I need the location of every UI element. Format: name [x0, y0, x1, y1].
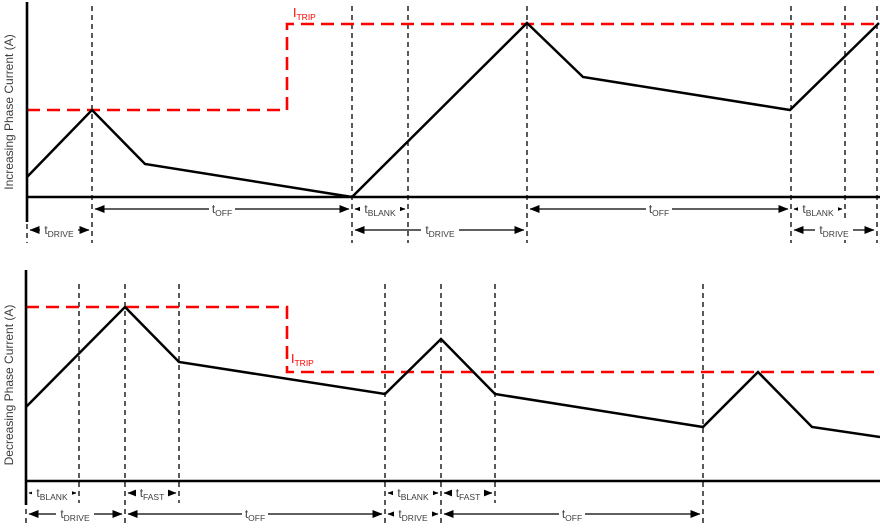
label-mask	[815, 222, 853, 239]
y-axis-label: Decreasing Phase Current (A)	[2, 305, 16, 466]
label-mask	[393, 485, 433, 502]
tdrive-annotation: tDRIVE	[28, 506, 123, 523]
label-mask	[56, 506, 94, 523]
label-mask	[421, 222, 459, 239]
tdrive-annotation: tDRIVE	[29, 222, 90, 239]
interval-label: tOFF	[245, 507, 265, 523]
label-mask	[798, 201, 838, 218]
phase-current-waveform	[25, 305, 880, 439]
tfast-annotation: tFAST	[127, 485, 177, 502]
itrip-label: ITRIP	[293, 6, 316, 22]
interval-label: tOFF	[649, 202, 669, 218]
interval-label: tOFF	[212, 202, 232, 218]
interval-label: tOFF	[562, 507, 582, 523]
interval-label: tFAST	[456, 486, 481, 502]
tblank-annotation: tBLANK	[387, 485, 439, 502]
label-mask	[242, 506, 268, 523]
itrip-threshold-line	[27, 22, 880, 112]
itrip-label: ITRIP	[291, 352, 314, 368]
top-panel: ITRIP Increasing Phase Current (A) tOFF …	[2, 2, 880, 243]
interval-label: tBLANK	[364, 202, 396, 218]
tblank-annotation: tBLANK	[793, 201, 843, 218]
label-mask	[32, 485, 72, 502]
interval-label: tDRIVE	[819, 223, 849, 239]
interval-label: tDRIVE	[398, 507, 428, 523]
y-axis-label: Increasing Phase Current (A)	[2, 34, 16, 189]
tblank-annotation: tBLANK	[354, 201, 406, 218]
toff-annotation: tOFF	[94, 201, 350, 218]
label-mask	[452, 485, 484, 502]
interval-label: tBLANK	[36, 486, 68, 502]
toff-annotation: tOFF	[529, 201, 789, 218]
top-time-marker-lines	[26, 6, 878, 243]
label-mask	[394, 506, 432, 523]
interval-label: tBLANK	[802, 202, 834, 218]
tfast-annotation: tFAST	[443, 485, 493, 502]
interval-label: tDRIVE	[60, 507, 90, 523]
tdrive-annotation: tDRIVE	[354, 222, 525, 239]
interval-label: tBLANK	[397, 486, 429, 502]
interval-label: tFAST	[140, 486, 165, 502]
bottom-panel: ITRIP Decreasing Phase Current (A) tBLAN…	[2, 270, 880, 527]
toff-annotation: tOFF	[443, 506, 701, 523]
label-mask	[559, 506, 585, 523]
interval-label: tDRIVE	[44, 223, 74, 239]
label-mask	[136, 485, 168, 502]
label-mask	[209, 201, 235, 218]
label-mask	[360, 201, 400, 218]
interval-label: tDRIVE	[425, 223, 455, 239]
bottom-time-marker-lines	[25, 284, 704, 527]
toff-annotation: tOFF	[127, 506, 383, 523]
tdrive-annotation: tDRIVE	[793, 222, 875, 239]
label-mask	[40, 222, 78, 239]
phase-current-waveform	[26, 21, 880, 199]
label-mask	[646, 201, 672, 218]
itrip-threshold-line	[26, 305, 880, 374]
tblank-annotation: tBLANK	[28, 485, 77, 502]
tdrive-annotation: tDRIVE	[387, 506, 439, 523]
